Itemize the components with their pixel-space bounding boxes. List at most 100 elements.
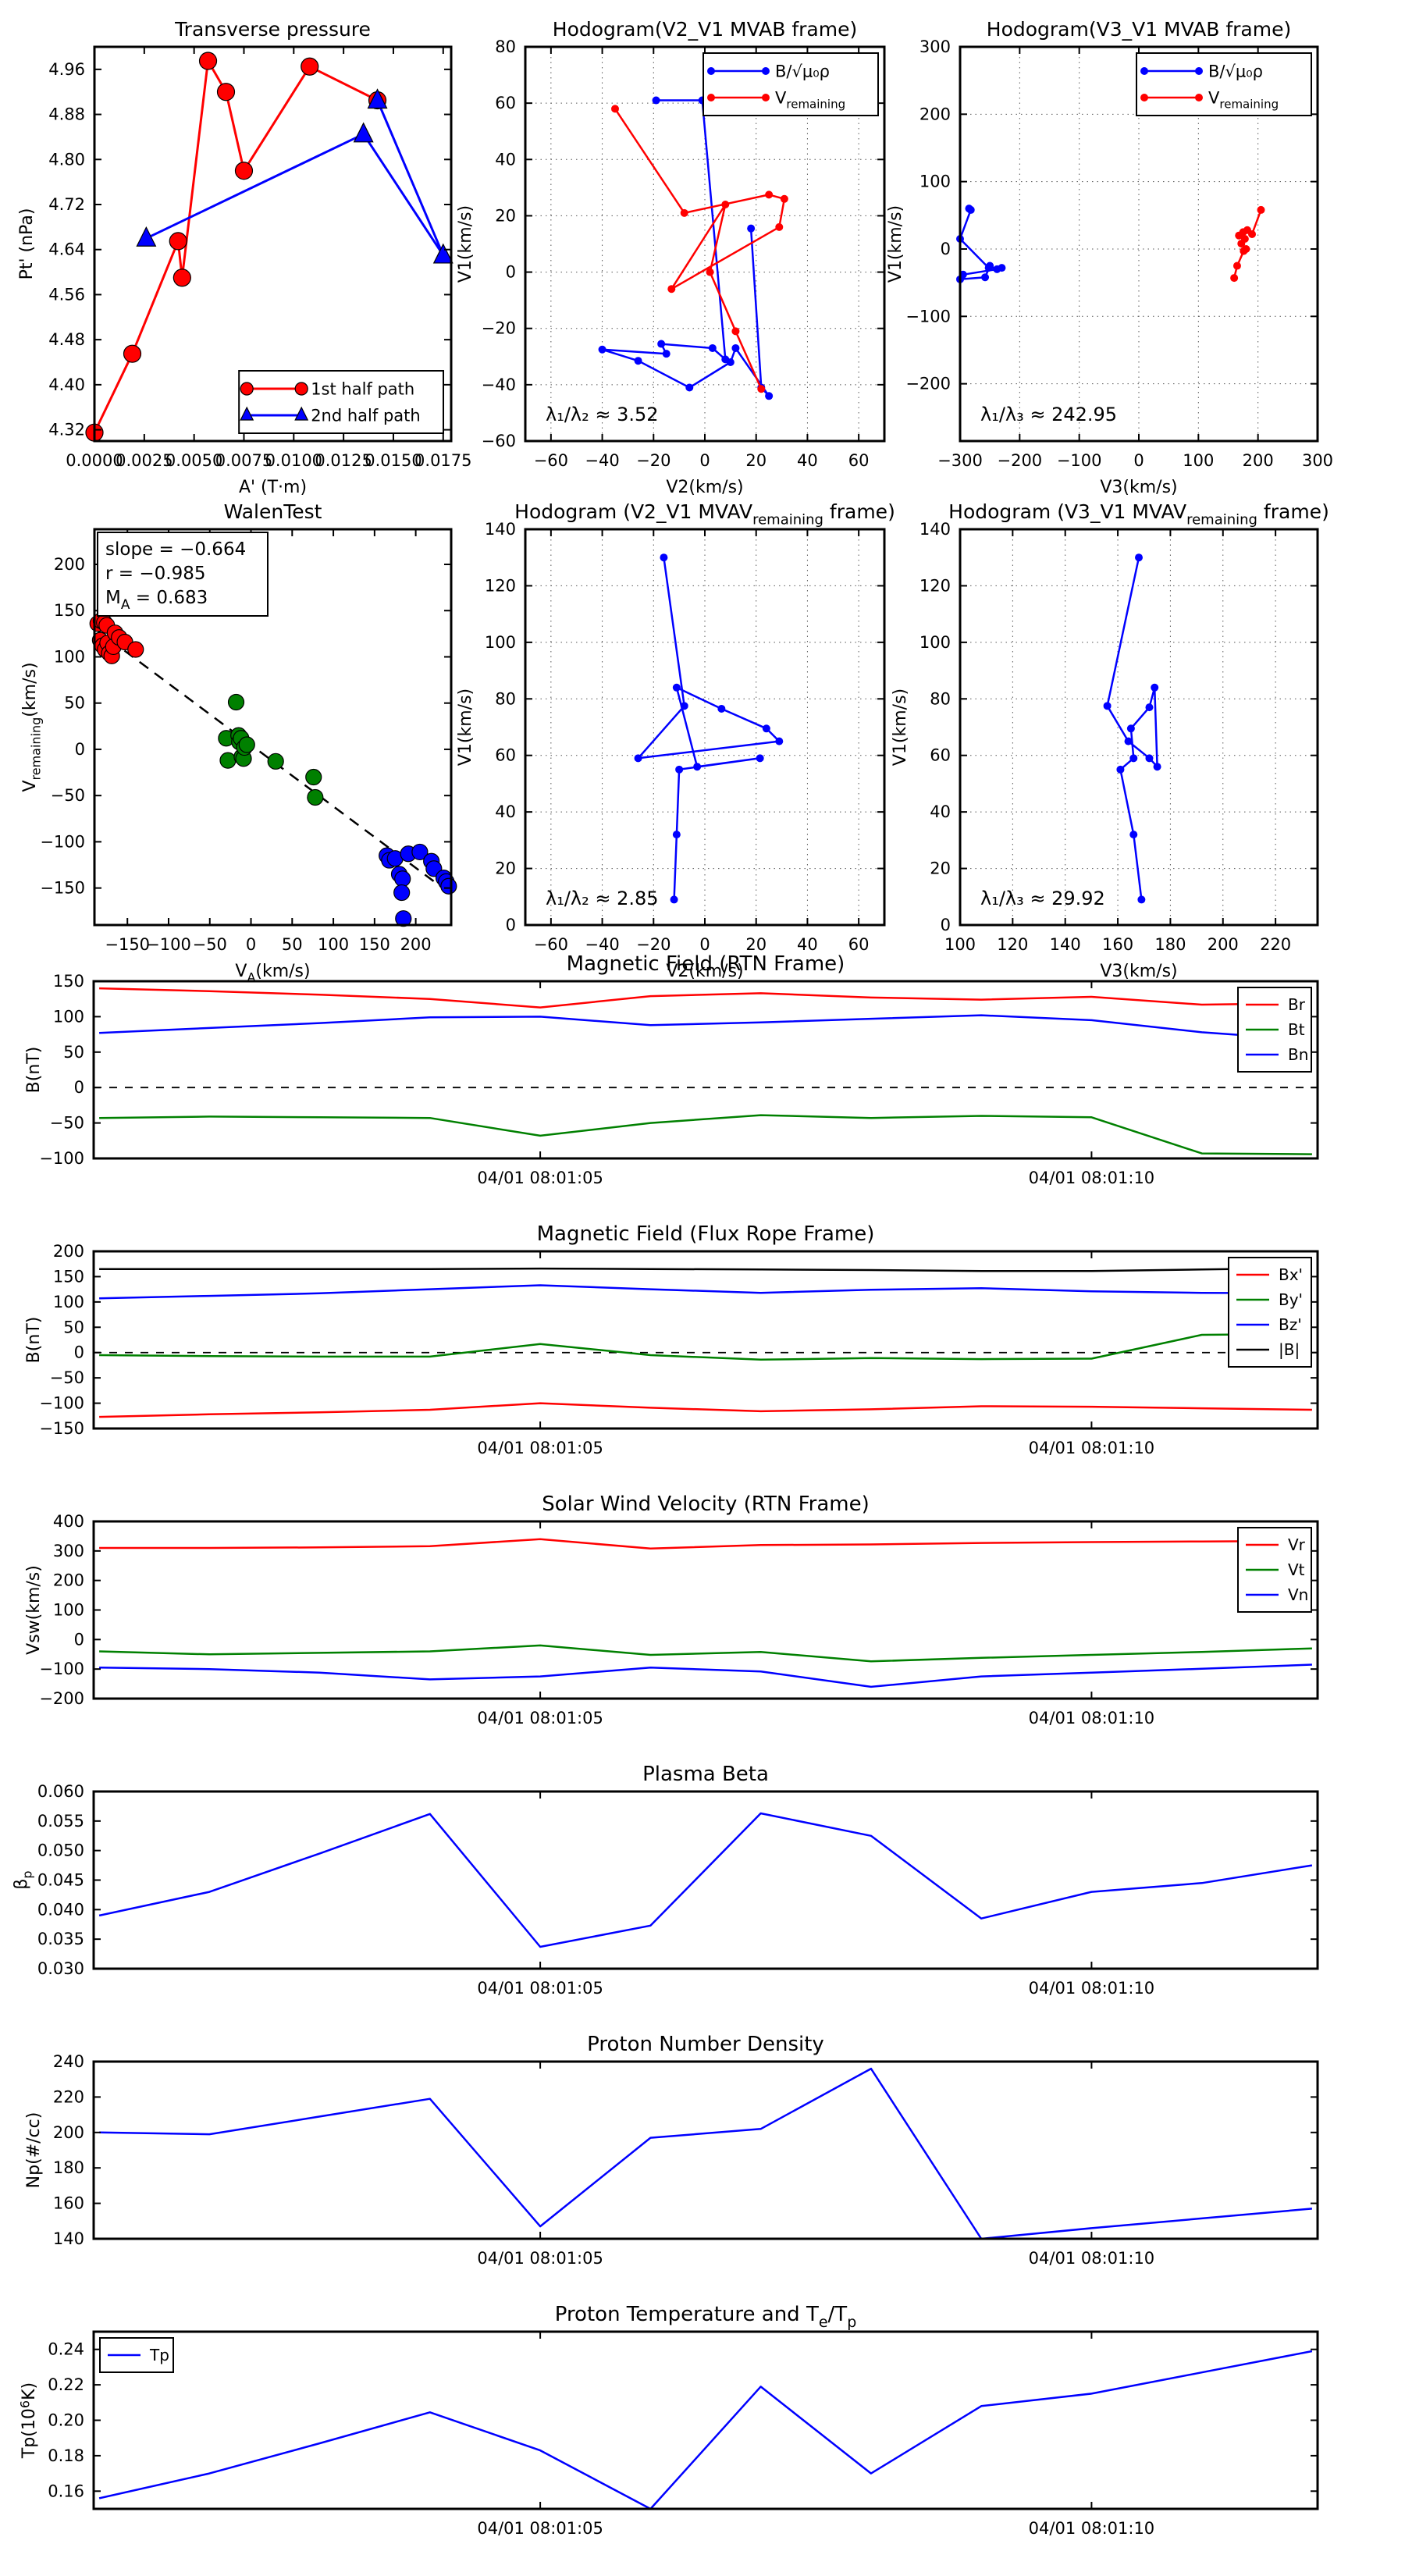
y-tick-label: 140 <box>53 2229 84 2248</box>
x-tick-label: −300 <box>937 451 983 470</box>
y-tick-label: 100 <box>485 633 516 652</box>
series-2nd-half <box>379 843 457 927</box>
x-tick-label: 200 <box>1243 451 1274 470</box>
series-line <box>637 557 781 900</box>
panel-rtn: 04/01 08:01:05 04/01 08:01:10 −100 −50 0 50 10… <box>24 952 1319 1187</box>
panel-title: Magnetic Field (RTN Frame) <box>567 952 845 976</box>
y-tick-label: −40 <box>482 375 516 394</box>
y-tick-label: 240 <box>53 2052 84 2071</box>
marker-dot <box>731 343 740 352</box>
marker-dot <box>981 273 990 282</box>
marker-dot <box>1137 895 1146 904</box>
marker-dot <box>775 737 784 745</box>
marker-dot <box>1195 67 1203 75</box>
x-tick-label: 200 <box>1208 935 1239 954</box>
series-by- <box>99 1332 1312 1361</box>
y-tick-label: 0 <box>941 240 951 258</box>
marker-dot <box>693 763 702 771</box>
x-tick-label: 0.0150 <box>365 451 422 470</box>
y-tick-label: 50 <box>63 1318 84 1336</box>
y-tick-label: 100 <box>53 1007 84 1026</box>
y-axis-label: V1(km/s) <box>456 688 475 766</box>
y-tick-label: 4.96 <box>48 60 85 79</box>
marker-dot <box>672 831 681 839</box>
marker-dot <box>1103 702 1112 710</box>
marker-circle <box>198 52 218 70</box>
series-line <box>98 1812 1313 1948</box>
x-axis-label: VA(km/s) <box>235 962 310 985</box>
marker-dot <box>672 683 681 692</box>
series-bt <box>99 1114 1312 1155</box>
y-axis-label: Vremaining(km/s) <box>20 662 44 792</box>
y-tick-label: 150 <box>53 972 84 991</box>
series-line <box>99 1284 1312 1300</box>
series-line <box>99 1332 1312 1361</box>
marker-circle <box>216 83 236 101</box>
y-tick-label: 20 <box>930 859 951 878</box>
marker-triangle <box>136 226 157 247</box>
series-line <box>99 1402 1312 1418</box>
legend-box <box>702 52 879 116</box>
series-line <box>99 2067 1313 2240</box>
y-tick-label: 4.48 <box>48 330 85 349</box>
marker-dot <box>966 205 975 214</box>
y-axis-label: B(nT) <box>24 1047 44 1094</box>
marker-dot <box>762 724 770 733</box>
series-bz- <box>99 1284 1312 1300</box>
series-line <box>145 99 445 257</box>
y-tick-label: 0.20 <box>48 2411 84 2430</box>
x-axis-label: A' (T·m) <box>239 478 307 497</box>
y-tick-label: 180 <box>53 2158 84 2177</box>
y-tick-label: 160 <box>53 2194 84 2213</box>
marker-dot <box>706 268 714 276</box>
x-tick-label: 50 <box>282 935 303 954</box>
y-tick-label: 4.64 <box>48 240 85 259</box>
series--b- <box>99 1267 1312 1272</box>
axes-frame <box>92 2060 1319 2240</box>
legend-box <box>1228 1257 1312 1368</box>
marker-circle <box>294 382 308 396</box>
marker-dot <box>1257 205 1265 214</box>
marker-dot <box>634 754 642 763</box>
y-tick-label: 0.035 <box>37 1930 84 1948</box>
y-tick-label: 20 <box>495 206 516 225</box>
y-tick-label: −100 <box>905 307 951 326</box>
panel-p2: −60 −40 −20 0 20 40 60 −60 −40 −20 0 20 40 60 80 Hodogr… <box>456 18 886 497</box>
x-tick-label: −50 <box>193 935 227 954</box>
marker-dot <box>717 704 726 713</box>
y-tick-label: −100 <box>39 1394 84 1413</box>
marker-dot <box>1240 247 1248 255</box>
panel-title: Hodogram(V3_V1 MVAB frame) <box>987 18 1291 41</box>
y-tick-label: 100 <box>53 1293 84 1311</box>
x-tick-label: 100 <box>1183 451 1214 470</box>
y-tick-label: −150 <box>39 1419 84 1438</box>
y-tick-label: −100 <box>40 832 85 851</box>
x-tick-label: 04/01 08:01:05 <box>477 1709 603 1727</box>
marker-dot <box>757 385 766 393</box>
legend-label: 1st half path <box>311 379 414 398</box>
y-tick-label: 140 <box>919 520 951 539</box>
x-tick-label: 04/01 08:01:05 <box>477 1169 603 1187</box>
y-tick-label: 400 <box>53 1512 84 1531</box>
marker-circle <box>227 693 245 711</box>
y-tick-label: 20 <box>495 859 516 878</box>
marker-dot <box>993 265 1001 273</box>
x-tick-label: 04/01 08:01:10 <box>1029 1979 1155 1998</box>
y-tick-label: 0.060 <box>37 1782 84 1801</box>
x-tick-label: 0.0000 <box>66 451 123 470</box>
y-tick-label: 80 <box>495 689 516 708</box>
y-tick-label: 0 <box>506 916 516 934</box>
x-axis-label: V3(km/s) <box>1100 478 1177 497</box>
x-tick-label: 180 <box>1154 935 1186 954</box>
legend-label: B/√μ₀ρ <box>1208 62 1263 80</box>
y-tick-label: 100 <box>919 173 951 191</box>
series-b- <box>956 205 1006 283</box>
x-tick-label: −20 <box>636 451 670 470</box>
marker-dot <box>1235 231 1243 240</box>
panel-p5: −60 −40 −20 0 20 40 60 0 20 40 60 80 100 120 140Hodogr… <box>456 500 895 981</box>
legend-label: Vn <box>1288 1585 1308 1604</box>
panel-title: Hodogram (V2_V1 MVAVremaining frame) <box>514 500 895 528</box>
y-tick-label: 120 <box>485 576 516 595</box>
marker-dot <box>675 765 684 774</box>
